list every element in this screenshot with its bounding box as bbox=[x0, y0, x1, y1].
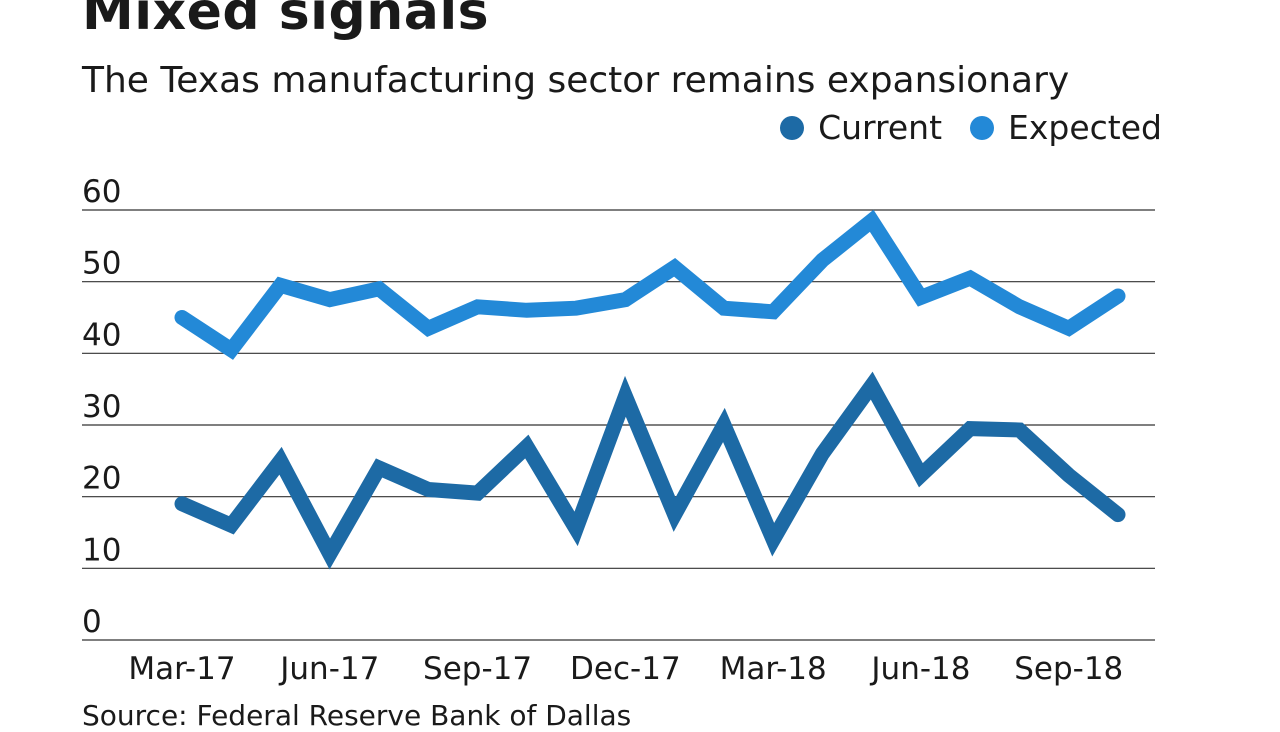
source-note: Source: Federal Reserve Bank of Dallas bbox=[82, 700, 631, 732]
x-tick-label: Dec-17 bbox=[570, 651, 681, 687]
series-lines bbox=[182, 221, 1118, 554]
y-tick-label: 60 bbox=[82, 174, 121, 210]
x-axis-ticks: Mar-17 Jun-17 Sep-17 Dec-17 Mar-18 Jun-18 Sep-… bbox=[128, 651, 1123, 687]
x-tick-label: Jun-17 bbox=[278, 651, 379, 687]
x-tick-label: Sep-18 bbox=[1014, 651, 1123, 687]
y-tick-label: 40 bbox=[82, 317, 121, 353]
x-tick-label: Mar-18 bbox=[720, 651, 827, 687]
x-tick-label: Jun-18 bbox=[869, 651, 970, 687]
y-tick-label: 50 bbox=[82, 246, 121, 282]
y-tick-label: 0 bbox=[82, 604, 102, 640]
y-tick-label: 30 bbox=[82, 389, 121, 425]
series-line-expected bbox=[182, 221, 1118, 350]
y-axis-ticks: 0 10 20 30 40 50 60 bbox=[82, 174, 121, 640]
x-tick-label: Mar-17 bbox=[128, 651, 235, 687]
series-line-current bbox=[182, 386, 1118, 554]
y-tick-label: 20 bbox=[82, 461, 121, 497]
y-tick-label: 10 bbox=[82, 532, 121, 568]
x-tick-label: Sep-17 bbox=[423, 651, 532, 687]
